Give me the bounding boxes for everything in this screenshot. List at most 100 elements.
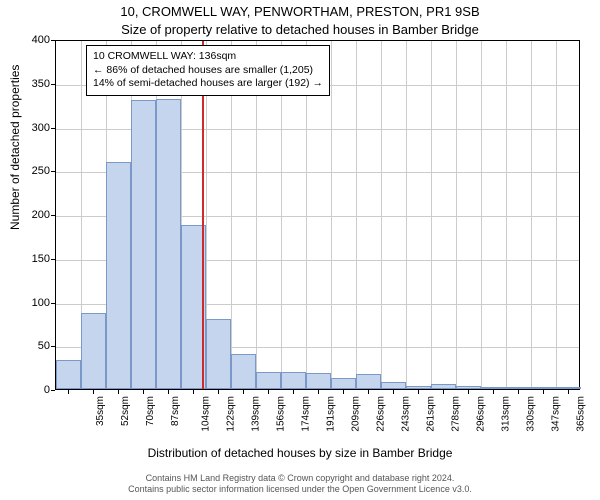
x-tick-label: 313sqm [500,396,511,432]
histogram-bar [256,372,281,390]
histogram-bar [556,387,581,389]
x-tick-label: 35sqm [95,396,106,426]
x-tick-mark [218,390,219,394]
x-tick-mark [143,390,144,394]
annotation-line-2: ← 86% of detached houses are smaller (1,… [93,64,323,78]
y-tick-label: 250 [10,165,50,177]
footer-line-2: Contains public sector information licen… [0,484,600,496]
grid-line-v [456,41,457,389]
histogram-bar [56,360,81,389]
x-tick-label: 104sqm [200,396,211,432]
y-tick-label: 350 [10,78,50,90]
y-tick-label: 150 [10,253,50,265]
grid-line-v [531,41,532,389]
x-tick-mark [568,390,569,394]
histogram-bar [156,99,181,390]
x-tick-label: 139sqm [250,396,261,432]
y-tick-label: 200 [10,209,50,221]
footer-attribution: Contains HM Land Registry data © Crown c… [0,473,600,496]
y-tick-mark [51,84,55,85]
x-tick-label: 191sqm [325,396,336,432]
grid-line-v [406,41,407,389]
grid-line-v [331,41,332,389]
x-tick-label: 174sqm [300,396,311,432]
x-tick-label: 209sqm [350,396,361,432]
chart-title-2: Size of property relative to detached ho… [0,22,600,37]
x-tick-label: 122sqm [225,396,236,432]
y-tick-mark [51,128,55,129]
x-tick-mark [343,390,344,394]
x-tick-label: 226sqm [375,396,386,432]
histogram-bar [506,387,531,389]
x-tick-mark [318,390,319,394]
x-tick-mark [393,390,394,394]
x-axis-label: Distribution of detached houses by size … [0,446,600,460]
histogram-bar [231,354,256,389]
y-tick-label: 400 [10,34,50,46]
histogram-bar [406,386,431,390]
x-tick-label: 156sqm [275,396,286,432]
x-tick-label: 243sqm [400,396,411,432]
x-tick-mark [518,390,519,394]
y-tick-mark [51,259,55,260]
y-tick-label: 100 [10,297,50,309]
grid-line-v [356,41,357,389]
y-tick-mark [51,40,55,41]
grid-line-v [381,41,382,389]
y-tick-label: 0 [10,384,50,396]
x-tick-mark [193,390,194,394]
grid-line-v [556,41,557,389]
histogram-bar [331,378,356,389]
histogram-bar [281,372,306,390]
histogram-bar [81,313,106,389]
histogram-bar [356,374,381,389]
x-tick-mark [543,390,544,394]
x-tick-label: 347sqm [550,396,561,432]
x-tick-label: 365sqm [575,396,586,432]
x-tick-label: 296sqm [475,396,486,432]
histogram-bar [481,387,506,389]
x-tick-mark [418,390,419,394]
x-tick-mark [68,390,69,394]
grid-line-v [506,41,507,389]
plot-area: 10 CROMWELL WAY: 136sqm ← 86% of detache… [55,40,580,390]
histogram-bar [106,162,131,390]
x-tick-mark [93,390,94,394]
x-tick-mark [268,390,269,394]
y-tick-mark [51,303,55,304]
histogram-bar [306,373,331,389]
x-tick-mark [493,390,494,394]
histogram-bar [531,387,556,389]
x-tick-mark [468,390,469,394]
x-tick-mark [168,390,169,394]
x-tick-mark [368,390,369,394]
grid-line-v [431,41,432,389]
x-tick-label: 278sqm [450,396,461,432]
x-tick-mark [293,390,294,394]
x-tick-mark [243,390,244,394]
histogram-bar [381,382,406,389]
histogram-bar [456,386,481,389]
y-tick-label: 50 [10,340,50,352]
annotation-box: 10 CROMWELL WAY: 136sqm ← 86% of detache… [86,45,330,96]
x-tick-label: 52sqm [120,396,131,426]
x-tick-label: 70sqm [145,396,156,426]
histogram-bar [131,100,156,389]
annotation-line-3: 14% of semi-detached houses are larger (… [93,77,323,91]
histogram-bar [431,384,456,389]
histogram-bar [206,319,231,389]
chart-title-1: 10, CROMWELL WAY, PENWORTHAM, PRESTON, P… [0,4,600,19]
footer-line-1: Contains HM Land Registry data © Crown c… [0,473,600,485]
y-tick-mark [51,346,55,347]
y-tick-label: 300 [10,122,50,134]
y-tick-mark [51,171,55,172]
y-tick-mark [51,390,55,391]
chart-container: 10, CROMWELL WAY, PENWORTHAM, PRESTON, P… [0,0,600,500]
annotation-line-1: 10 CROMWELL WAY: 136sqm [93,50,323,64]
x-tick-mark [443,390,444,394]
x-tick-label: 87sqm [170,396,181,426]
grid-line-v [481,41,482,389]
x-tick-label: 261sqm [425,396,436,432]
x-tick-label: 330sqm [525,396,536,432]
x-tick-mark [118,390,119,394]
